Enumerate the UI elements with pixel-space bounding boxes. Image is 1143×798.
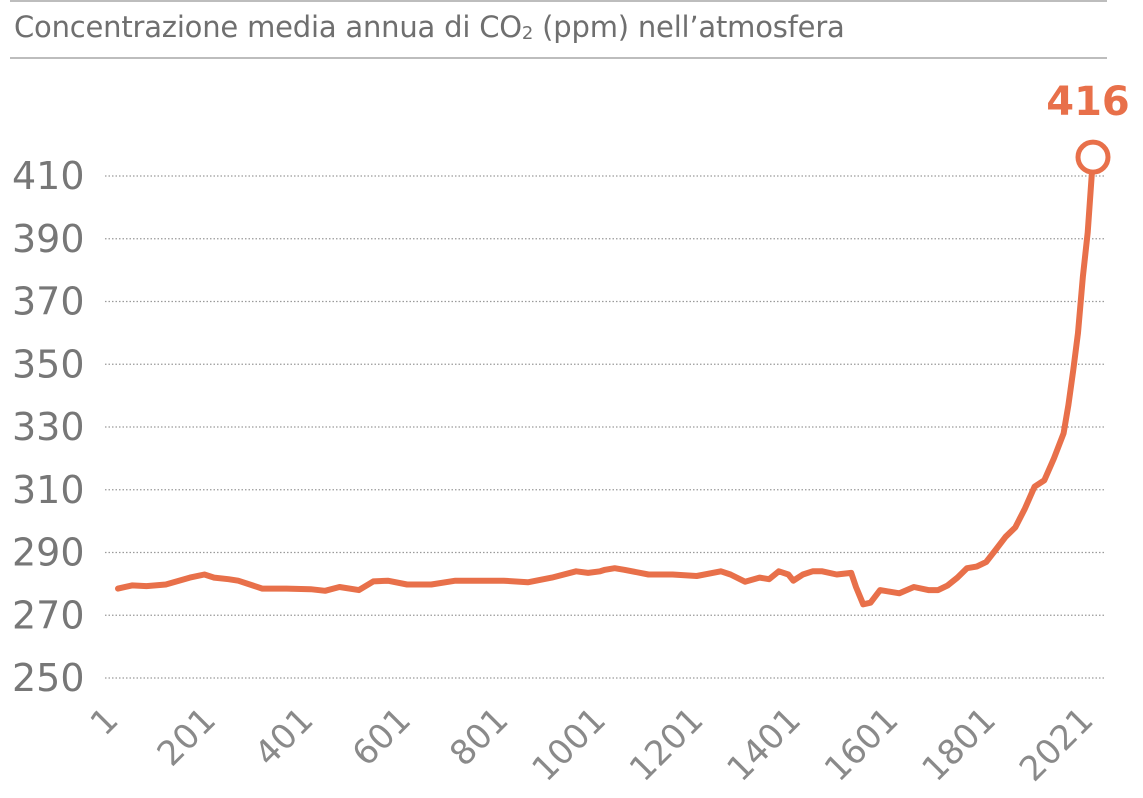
y-tick-label: 390 [12, 217, 85, 261]
co2-series-line [115, 154, 1096, 608]
y-tick-label: 330 [12, 405, 85, 449]
title-subscript: 2 [521, 23, 534, 44]
x-tick-label: 801 [442, 700, 516, 774]
x-tick-label: 1601 [817, 700, 906, 789]
top-rule [10, 0, 1107, 2]
end-value-label: 416 [1046, 79, 1130, 125]
x-tick-label: 601 [345, 700, 419, 774]
gridlines [105, 175, 1106, 679]
y-axis-ticks: 410 390 370 350 330 310 290 270 250 [12, 154, 85, 700]
x-tick-label: 1401 [719, 700, 808, 789]
x-tick-label: 201 [150, 700, 224, 774]
chart-title: Concentrazione media annua di CO2 (ppm) … [14, 10, 845, 44]
y-tick-label: 250 [12, 656, 85, 700]
y-tick-label: 410 [12, 154, 85, 198]
y-tick-label: 310 [12, 468, 85, 512]
y-tick-label: 290 [12, 531, 85, 575]
y-tick-label: 270 [12, 593, 85, 637]
x-tick-label: 2021 [1012, 700, 1101, 789]
x-axis-ticks: 1 201 401 601 801 1001 1201 1401 1601 1801 2021 [83, 700, 1102, 789]
x-tick-label: 1001 [524, 700, 613, 789]
x-tick-label: 1801 [914, 700, 1003, 789]
y-tick-label: 350 [12, 342, 85, 386]
end-point-marker [1075, 139, 1111, 175]
x-tick-label: 1 [83, 700, 127, 744]
x-tick-label: 1201 [622, 700, 711, 789]
y-tick-label: 370 [12, 280, 85, 324]
title-rule [10, 57, 1107, 59]
x-tick-label: 401 [247, 700, 321, 774]
